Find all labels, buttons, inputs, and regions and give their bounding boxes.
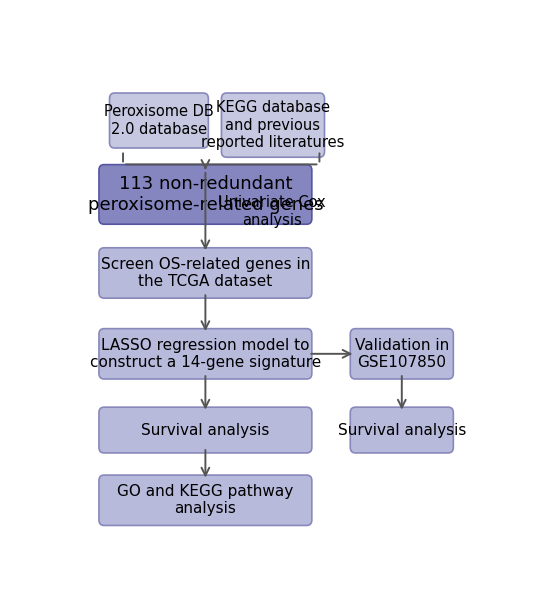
Text: Peroxisome DB
2.0 database: Peroxisome DB 2.0 database	[104, 104, 214, 137]
Text: Validation in
GSE107850: Validation in GSE107850	[355, 338, 449, 370]
FancyBboxPatch shape	[99, 475, 312, 526]
Text: Survival analysis: Survival analysis	[337, 422, 466, 437]
FancyBboxPatch shape	[99, 164, 312, 224]
FancyBboxPatch shape	[350, 329, 453, 379]
Text: Screen OS-related genes in
the TCGA dataset: Screen OS-related genes in the TCGA data…	[101, 257, 310, 289]
Text: LASSO regression model to
construct a 14-gene signature: LASSO regression model to construct a 14…	[90, 338, 321, 370]
FancyBboxPatch shape	[99, 329, 312, 379]
FancyBboxPatch shape	[99, 407, 312, 453]
Text: 113 non-redundant
peroxisome-related genes: 113 non-redundant peroxisome-related gen…	[88, 175, 323, 214]
Text: Survival analysis: Survival analysis	[141, 422, 270, 437]
Text: KEGG database
and previous
reported literatures: KEGG database and previous reported lite…	[201, 100, 344, 150]
FancyBboxPatch shape	[221, 93, 324, 157]
Text: GO and KEGG pathway
analysis: GO and KEGG pathway analysis	[117, 484, 294, 517]
FancyBboxPatch shape	[110, 93, 208, 148]
FancyBboxPatch shape	[350, 407, 453, 453]
FancyBboxPatch shape	[99, 248, 312, 298]
Text: Univariate Cox
analysis: Univariate Cox analysis	[218, 196, 326, 228]
